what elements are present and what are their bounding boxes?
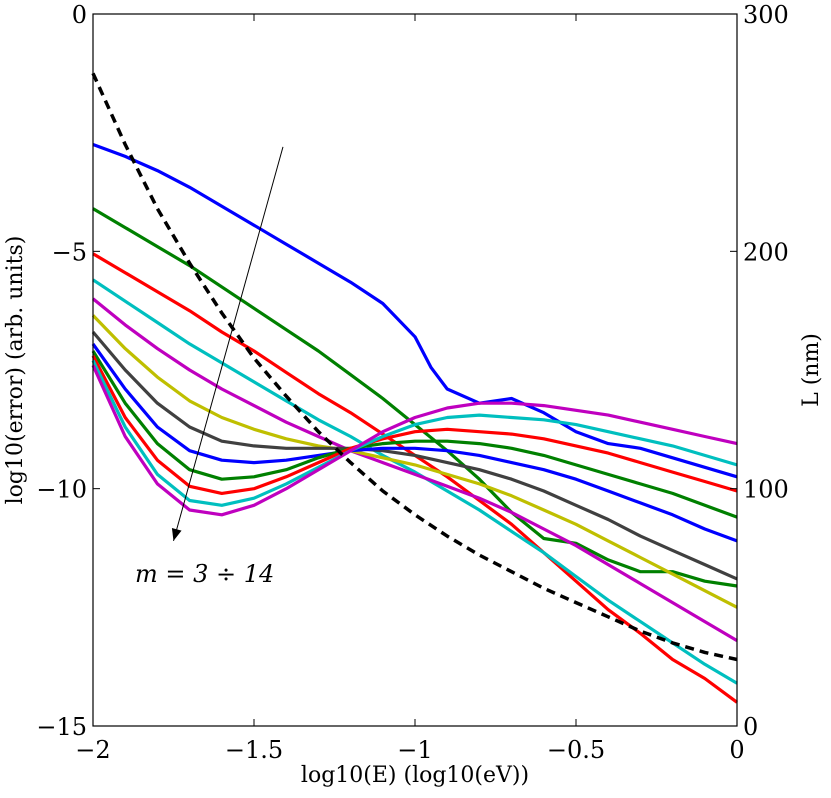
y-left-axis-label: log10(error) (arb. units) <box>3 236 28 505</box>
series-line-m-10 <box>91 342 738 543</box>
y-left-tick-label: −5 <box>52 238 87 266</box>
series-line-m-11 <box>91 350 738 519</box>
annotation-arrow-head <box>171 527 182 541</box>
x-axis-label: log10(E) (log10(eV)) <box>301 763 529 788</box>
series-line-m-7 <box>91 297 738 642</box>
y-right-axis-label: L (nm) <box>799 333 824 407</box>
x-tick-label: −2 <box>75 736 110 764</box>
annotation-arrow <box>173 146 284 542</box>
series-line-m-12 <box>91 355 738 495</box>
series-line-m-6 <box>92 278 738 685</box>
y-left-tick-label: −15 <box>36 713 87 741</box>
series-line-m-3 <box>92 142 738 479</box>
series-line-l <box>91 72 738 662</box>
series-line-m-9 <box>91 330 738 581</box>
x-tick-label: −0.5 <box>547 736 605 764</box>
y-right-tick-label: 300 <box>743 1 789 29</box>
x-tick-label: −1.5 <box>225 736 283 764</box>
series-line-m-5 <box>92 252 738 704</box>
y-right-tick-label: 200 <box>743 238 789 266</box>
annotation-label: m = 3 ÷ 14 <box>135 560 274 588</box>
series-line-m-13 <box>91 359 738 507</box>
x-tick-label: 0 <box>729 736 744 764</box>
x-tick-label: −1 <box>397 736 432 764</box>
y-right-tick-label: 0 <box>743 713 758 741</box>
plot-lines <box>91 72 738 704</box>
y-right-tick-label: 100 <box>743 476 789 504</box>
y-left-tick-label: −10 <box>36 476 87 504</box>
y-left-tick-label: 0 <box>72 1 87 29</box>
series-line-m-14 <box>91 364 738 517</box>
series-line-m-8 <box>91 314 738 609</box>
axis-ticks <box>92 13 738 727</box>
